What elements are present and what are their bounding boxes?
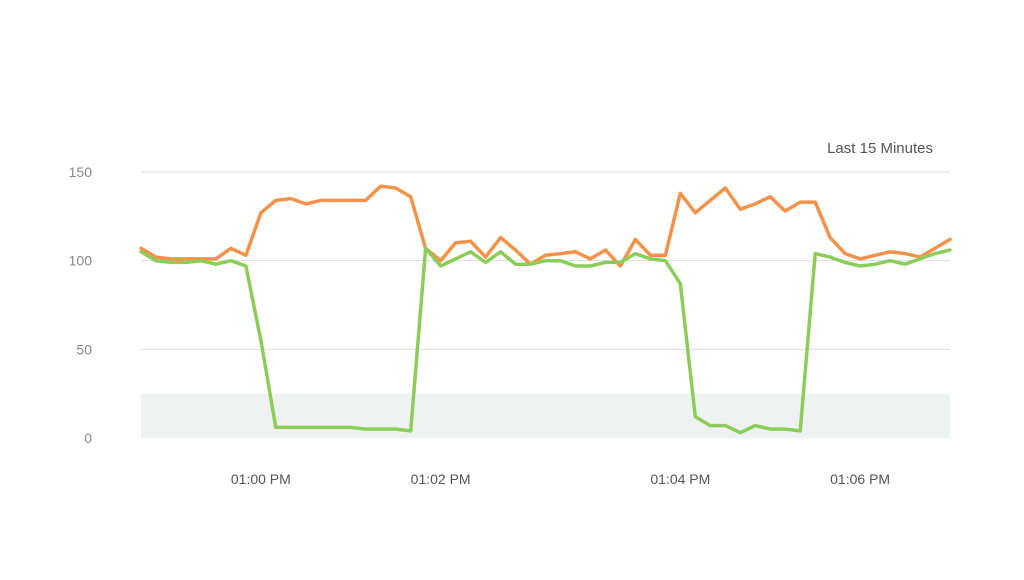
- time-range-label[interactable]: Last 15 Minutes: [827, 140, 933, 157]
- threshold-band: [141, 393, 950, 438]
- x-tick-label: 01:02 PM: [411, 471, 471, 487]
- y-tick-label: 150: [69, 164, 93, 180]
- y-axis-ticks: 0 50 100 150: [69, 164, 93, 446]
- series-lines: [139, 184, 952, 435]
- x-tick-label: 01:06 PM: [830, 471, 890, 487]
- series-line-1[interactable]: [139, 184, 952, 268]
- threshold-band-layer: [141, 393, 950, 438]
- x-tick-label: 01:00 PM: [231, 471, 291, 487]
- y-tick-label: 100: [69, 253, 93, 269]
- series-line-2[interactable]: [139, 246, 952, 435]
- x-tick-label: 01:04 PM: [650, 471, 710, 487]
- y-tick-label: 0: [84, 430, 92, 446]
- x-axis-ticks: 01:00 PM 01:02 PM 01:04 PM 01:06 PM: [231, 471, 890, 487]
- y-tick-label: 50: [76, 341, 92, 357]
